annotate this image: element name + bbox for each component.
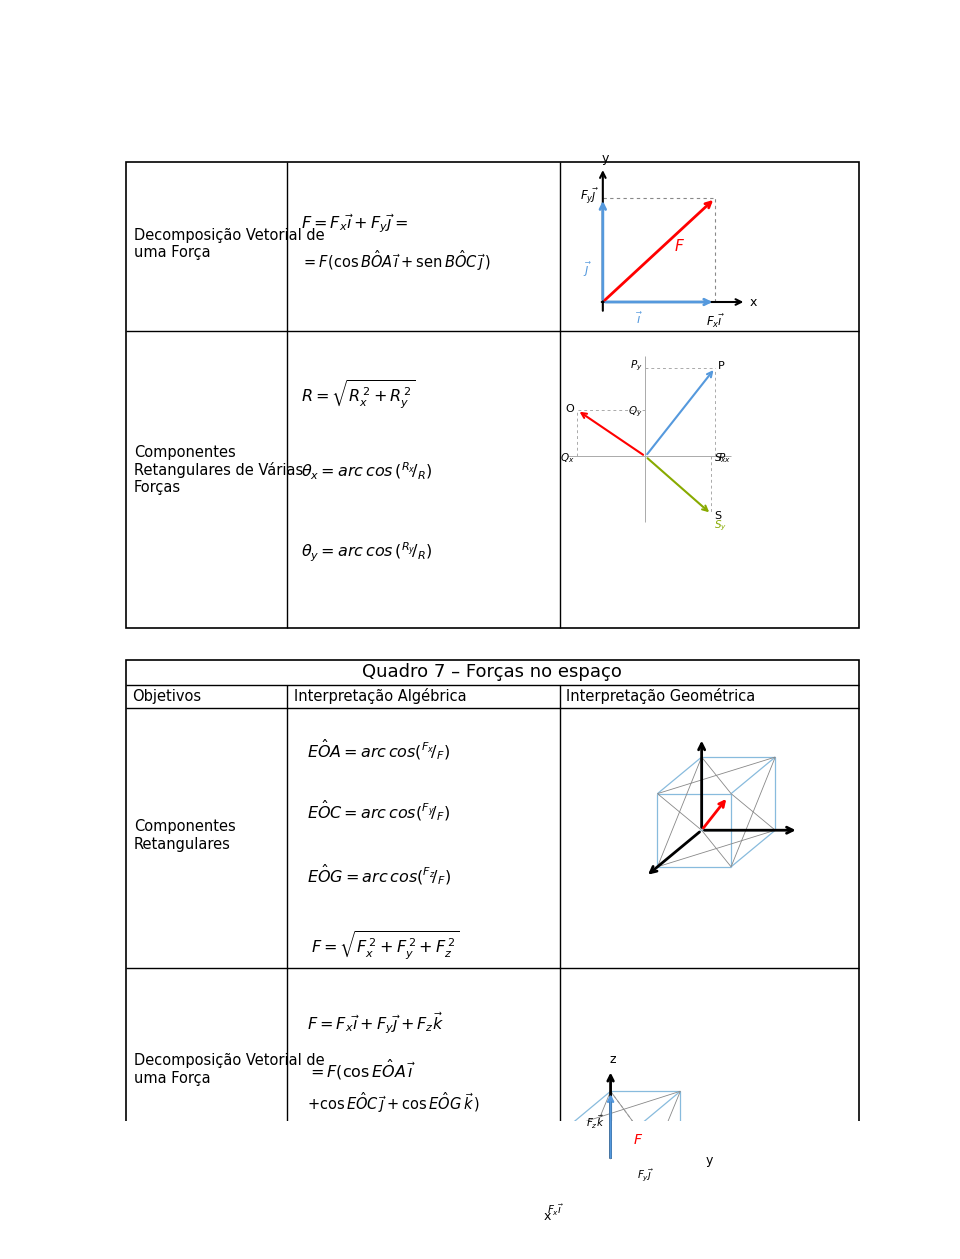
Text: $+\cos E\hat{O}C\,\vec{\jmath} + \cos E\hat{O}G\,\vec{k}\,)$: $+\cos E\hat{O}C\,\vec{\jmath} + \cos E\…: [307, 1090, 480, 1115]
Text: $F = \sqrt{F_x^{\,2} + F_y^{\,2} + F_z^{\,2}}$: $F = \sqrt{F_x^{\,2} + F_y^{\,2} + F_z^{…: [311, 929, 459, 962]
Text: $= F(\cos E\hat{O}A\,\vec{\imath}$: $= F(\cos E\hat{O}A\,\vec{\imath}$: [307, 1058, 416, 1081]
Text: $F_x\vec{\imath}$: $F_x\vec{\imath}$: [546, 1202, 564, 1217]
Text: uma Força: uma Força: [134, 1070, 210, 1085]
Text: F: F: [634, 1133, 641, 1147]
Text: Objetivos: Objetivos: [132, 689, 202, 704]
Text: Componentes: Componentes: [134, 444, 236, 460]
Text: x: x: [750, 296, 757, 308]
Text: $P_y$: $P_y$: [630, 359, 642, 374]
Text: Quadro 7 – Forças no espaço: Quadro 7 – Forças no espaço: [363, 663, 622, 681]
Text: x: x: [544, 1210, 551, 1224]
Text: y: y: [706, 1155, 713, 1167]
Text: $R = \sqrt{R_x^{\,2} + R_y^{\,2}}$: $R = \sqrt{R_x^{\,2} + R_y^{\,2}}$: [301, 379, 416, 410]
Text: $P_x$: $P_x$: [718, 451, 731, 465]
Bar: [126, 162, 858, 628]
Text: $F_y\vec{\jmath}$: $F_y\vec{\jmath}$: [580, 188, 599, 206]
Text: Retangulares: Retangulares: [134, 836, 230, 851]
Text: Interpretação Geométrica: Interpretação Geométrica: [566, 689, 756, 704]
Text: $F = F_x\vec{\imath} + F_y\vec{\jmath} + F_z\vec{k}$: $F = F_x\vec{\imath} + F_y\vec{\jmath} +…: [307, 1011, 444, 1036]
Text: y: y: [602, 152, 609, 165]
Text: O: O: [565, 404, 574, 414]
Text: $\theta_x = arc\,cos\,({}^{R_x}\!/_{R})$: $\theta_x = arc\,cos\,({}^{R_x}\!/_{R})$: [301, 461, 433, 482]
Text: Componentes: Componentes: [134, 818, 236, 833]
Text: $F_z\vec{k}$: $F_z\vec{k}$: [586, 1113, 605, 1131]
Text: $E\hat{O}A = arc\,cos({}^{F_x}\!/_{F})$: $E\hat{O}A = arc\,cos({}^{F_x}\!/_{F})$: [307, 738, 449, 762]
Text: P: P: [718, 361, 725, 371]
Text: $F = F_x\vec{\imath} + F_y\vec{\jmath} =$: $F = F_x\vec{\imath} + F_y\vec{\jmath} =…: [301, 212, 408, 235]
Text: $F_x\vec{\imath}$: $F_x\vec{\imath}$: [706, 312, 725, 330]
Text: $\vec{\imath}$: $\vec{\imath}$: [636, 311, 644, 326]
Text: Forças: Forças: [134, 481, 181, 496]
Text: $F_y\vec{\jmath}$: $F_y\vec{\jmath}$: [637, 1167, 654, 1182]
Text: $= F(\cos B\hat{O}A\,\vec{\imath} + \mathrm{sen}\,B\hat{O}C\,\vec{\jmath}\,)$: $= F(\cos B\hat{O}A\,\vec{\imath} + \mat…: [301, 248, 492, 273]
Text: $E\hat{O}G = arc\,cos({}^{F_z}\!/_{F})$: $E\hat{O}G = arc\,cos({}^{F_z}\!/_{F})$: [307, 862, 450, 888]
Text: F: F: [675, 239, 684, 253]
Text: $S_x$: $S_x$: [714, 451, 728, 465]
Text: Retangulares de Várias: Retangulares de Várias: [134, 462, 303, 478]
Text: $Q_y$: $Q_y$: [628, 404, 642, 419]
Text: S: S: [714, 511, 722, 521]
Text: $S_y$: $S_y$: [714, 519, 728, 533]
Text: $\vec{\jmath}$: $\vec{\jmath}$: [583, 261, 592, 278]
Text: Decomposição Vetorial de: Decomposição Vetorial de: [134, 228, 324, 243]
Text: $\theta_y = arc\,cos\,({}^{R_y}\!/_{R})$: $\theta_y = arc\,cos\,({}^{R_y}\!/_{R})$: [301, 541, 433, 564]
Text: $Q_x$: $Q_x$: [560, 451, 574, 465]
Text: z: z: [610, 1053, 616, 1066]
Text: $E\hat{O}C = arc\,cos({}^{F_y}\!/_{F})$: $E\hat{O}C = arc\,cos({}^{F_y}\!/_{F})$: [307, 798, 450, 823]
Text: Decomposição Vetorial de: Decomposição Vetorial de: [134, 1053, 324, 1068]
Bar: [126, 660, 858, 1183]
Text: Interpretação Algébrica: Interpretação Algébrica: [294, 689, 467, 704]
Text: uma Força: uma Força: [134, 246, 210, 261]
